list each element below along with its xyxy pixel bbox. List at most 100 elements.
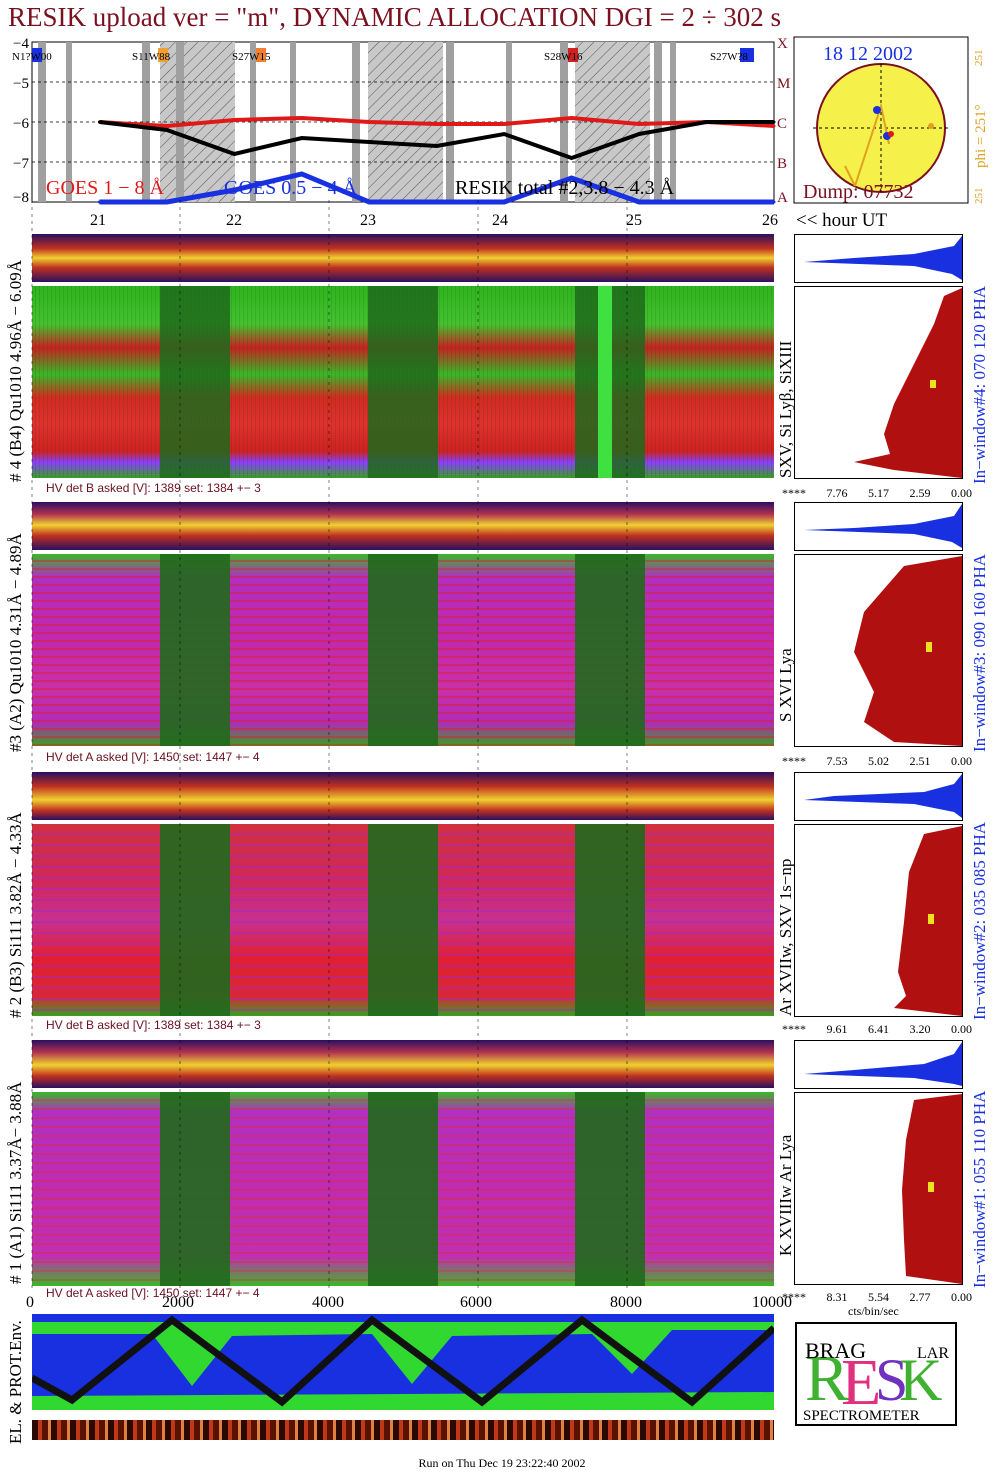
pha-tick: **** bbox=[782, 486, 806, 500]
footer-run-info: Run on Thu Dec 19 23:22:40 2002 bbox=[418, 1456, 586, 1470]
pha-tick: 3.20 bbox=[909, 1022, 931, 1036]
series-point bbox=[502, 132, 506, 136]
pha-tick: 2.51 bbox=[909, 754, 931, 768]
region-label: S27W15 bbox=[232, 51, 271, 63]
pha-tick: 8.31 bbox=[826, 1290, 848, 1304]
legend-resik: RESIK total #2,3.8 − 4.3 Å bbox=[455, 177, 675, 199]
svg-text:R: R bbox=[805, 1342, 849, 1415]
hour-axis-label: << hour UT bbox=[796, 210, 888, 231]
bottom-tick: 10000 bbox=[752, 1294, 792, 1311]
bottom-tick: 2000 bbox=[162, 1294, 194, 1311]
class-label: C bbox=[777, 116, 787, 132]
phi-bottom: 251 bbox=[973, 187, 985, 205]
region-label: S28W16 bbox=[544, 51, 583, 63]
series-point bbox=[705, 120, 709, 124]
hour-tick: 24 bbox=[492, 212, 508, 229]
ytick: −4 bbox=[13, 36, 29, 52]
series-point bbox=[435, 122, 439, 126]
class-label: X bbox=[777, 36, 788, 52]
series-point bbox=[435, 200, 439, 204]
series-point bbox=[637, 122, 641, 126]
bottom-tick: 4000 bbox=[312, 1294, 344, 1311]
pha-tick: 9.61 bbox=[826, 1022, 848, 1036]
series-point bbox=[300, 136, 304, 140]
pha-tick: 5.17 bbox=[868, 486, 889, 500]
class-label: M bbox=[777, 76, 790, 92]
pha-tick: **** bbox=[782, 1290, 806, 1304]
series-point bbox=[570, 116, 574, 120]
legend-goes05: GOES 0.5 − 4 Å bbox=[224, 177, 358, 199]
ytick: −6 bbox=[13, 116, 29, 132]
env-panel bbox=[32, 1314, 774, 1410]
hour-tick: 26 bbox=[762, 212, 778, 229]
series-point bbox=[502, 200, 506, 204]
region-label: N1?W00 bbox=[12, 51, 52, 63]
d3-pha-ticks: **** 7.53 5.02 2.51 0.00 bbox=[782, 754, 972, 769]
phi-top: 251 bbox=[973, 49, 985, 67]
pha-tick: 7.76 bbox=[826, 486, 848, 500]
pha-tick: 0.00 bbox=[951, 754, 972, 768]
hour-tick: 23 bbox=[360, 212, 376, 229]
series-point bbox=[232, 118, 236, 122]
series-point bbox=[232, 152, 236, 156]
svg-text:LAR: LAR bbox=[917, 1345, 949, 1362]
page-title: RESIK upload ver = "m", DYNAMIC ALLOCATI… bbox=[8, 2, 782, 32]
d4-pha-hist bbox=[794, 234, 963, 479]
d1-pha-strip bbox=[32, 1040, 774, 1088]
series-point bbox=[300, 116, 304, 120]
series-point bbox=[97, 120, 101, 124]
series-point bbox=[570, 176, 574, 180]
region-label: S11W88 bbox=[132, 51, 171, 63]
pha-tick: 5.02 bbox=[868, 754, 889, 768]
pha-tick: **** bbox=[782, 754, 806, 768]
pha-tick: 7.53 bbox=[826, 754, 848, 768]
series-point bbox=[165, 128, 169, 132]
class-label: B bbox=[777, 156, 787, 172]
series-point bbox=[367, 120, 371, 124]
d1-pha-hist bbox=[794, 1040, 963, 1285]
goes-lightcurve-chart: −4 −5 −6 −7 −8 X M C B A N1?W00 S11W88 S… bbox=[12, 36, 790, 206]
hour-tick: 25 bbox=[626, 212, 642, 229]
series-point bbox=[232, 188, 236, 192]
series-point bbox=[367, 200, 371, 204]
ytick: −5 bbox=[13, 76, 29, 92]
d2-pha-hist bbox=[794, 772, 963, 1017]
svg-text:BRAG: BRAG bbox=[805, 1338, 866, 1363]
pha-tick: 0.00 bbox=[951, 1022, 972, 1036]
series-point bbox=[637, 132, 641, 136]
pha-tick: 2.59 bbox=[909, 486, 931, 500]
sun-disk: 18 12 2002 Dump: 07732 bbox=[793, 36, 969, 204]
pha-tick: 6.41 bbox=[868, 1022, 889, 1036]
d1-hv: HV det A asked [V]: 1450 set: 1447 +− 4 bbox=[46, 1286, 260, 1300]
series-point bbox=[705, 200, 709, 204]
series-point bbox=[772, 124, 776, 128]
svg-text:S: S bbox=[875, 1347, 908, 1413]
series-point bbox=[300, 172, 304, 176]
pha-tick: 5.54 bbox=[868, 1290, 889, 1304]
legend-goes1: GOES 1 − 8 Å bbox=[46, 177, 165, 199]
pha-tick: **** bbox=[782, 1022, 806, 1036]
d3-window: In−window#3: 090 160 PHA bbox=[970, 553, 989, 752]
d3-hv: HV det A asked [V]: 1450 set: 1447 +− 4 bbox=[46, 750, 260, 764]
series-point bbox=[637, 200, 641, 204]
class-label: A bbox=[777, 190, 788, 206]
series-point bbox=[165, 200, 169, 204]
env-bottom-strip bbox=[32, 1420, 774, 1440]
logo-caption: SPECTROMETER bbox=[803, 1408, 920, 1424]
resik-logo: R E S K BRAG LAR SPECTROMETER bbox=[795, 1322, 957, 1426]
series-point bbox=[772, 200, 776, 204]
series-point bbox=[435, 144, 439, 148]
pha-tick: 0.00 bbox=[951, 1290, 972, 1304]
d2-hv: HV det B asked [V]: 1389 set: 1384 +− 3 bbox=[46, 1018, 261, 1032]
pha-axis-label: cts/bin/sec bbox=[848, 1304, 899, 1318]
series-point bbox=[367, 140, 371, 144]
hour-tick: 21 bbox=[90, 212, 106, 229]
series-point bbox=[97, 200, 101, 204]
series-point bbox=[502, 122, 506, 126]
d1-window: In−window#1: 055 110 PHA bbox=[970, 1090, 989, 1288]
d4-pha-strip bbox=[32, 234, 774, 282]
svg-text:E: E bbox=[841, 1346, 881, 1419]
pha-tick: 0.00 bbox=[951, 486, 972, 500]
d4-hv: HV det B asked [V]: 1389 set: 1384 +− 3 bbox=[46, 481, 261, 495]
d3-pha-hist bbox=[794, 502, 963, 747]
